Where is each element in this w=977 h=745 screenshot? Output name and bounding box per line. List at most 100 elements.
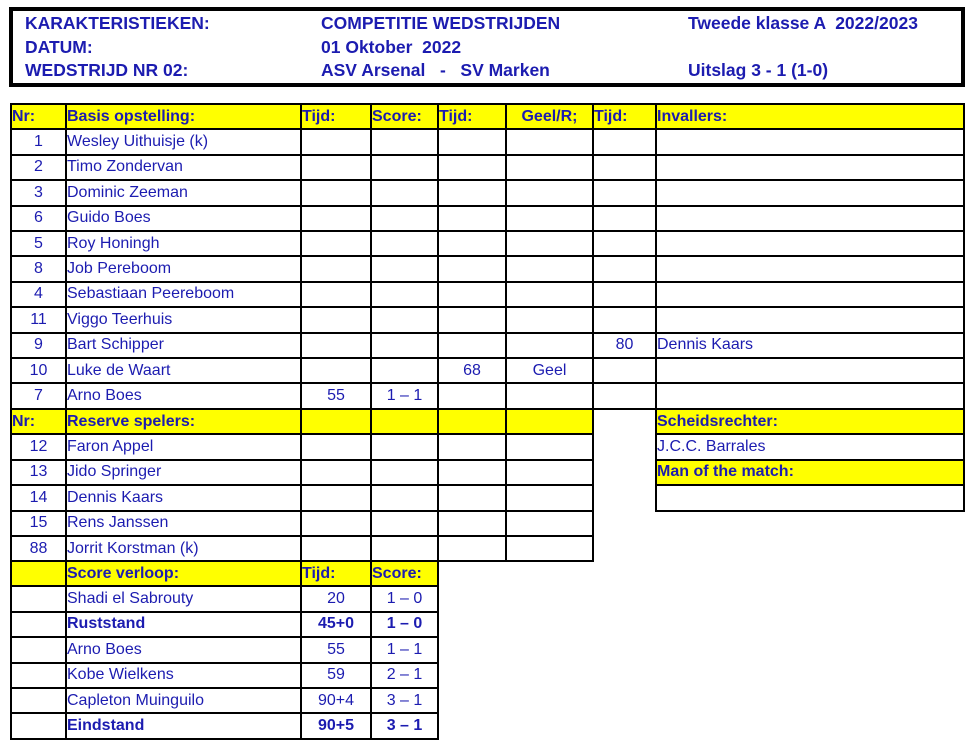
reserve-cell: Nr: bbox=[10, 407, 67, 436]
main-cell: Viggo Teerhuis bbox=[65, 306, 302, 334]
main-cell bbox=[370, 204, 439, 232]
score-cell: 20 bbox=[300, 585, 372, 613]
reserve-players-table: Nr: Reserve spelers: 12 Faron Appel 13 Jido S… bbox=[10, 407, 594, 563]
main-cell: 7 bbox=[10, 382, 67, 410]
main-cell: Dennis Kaars bbox=[655, 331, 965, 359]
main-grid: Nr: Basis opstelling: Tijd: Score: Tijd: Geel… bbox=[10, 102, 965, 410]
score-cell: 3 – 1 bbox=[370, 712, 439, 740]
main-cell: Sebastiaan Peereboom bbox=[65, 280, 302, 309]
main-cell: Tijd: bbox=[592, 102, 657, 131]
officials-header-row: Scheidsrechter: bbox=[655, 407, 965, 436]
main-cell: 2 bbox=[10, 153, 67, 182]
officials-box: Scheidsrechter: J.C.C. Barrales Man of the… bbox=[655, 407, 965, 512]
result-value: Uitslag 3 - 1 (1-0) bbox=[688, 60, 829, 80]
main-cell: Tijd: bbox=[437, 102, 507, 131]
score-row: Eindstand 90+5 3 – 1 bbox=[10, 712, 439, 740]
main-cell bbox=[655, 280, 965, 309]
score-cell: Arno Boes bbox=[65, 636, 302, 664]
score-cell: 45+0 bbox=[300, 610, 372, 639]
main-cell: Score: bbox=[370, 102, 439, 131]
main-cell: 9 bbox=[10, 331, 67, 359]
main-cell: Geel/R; bbox=[505, 102, 594, 131]
main-cell bbox=[505, 306, 594, 334]
score-cell: Kobe Wielkens bbox=[65, 661, 302, 689]
main-cell bbox=[370, 128, 439, 156]
main-cell: 68 bbox=[437, 356, 507, 385]
main-cell: Timo Zondervan bbox=[65, 153, 302, 182]
main-cell bbox=[592, 179, 657, 207]
main-cell bbox=[437, 255, 507, 283]
score-progression-table: Score verloop: Tijd: Score: Shadi el Sabrou… bbox=[10, 559, 439, 740]
score-cell: Capleton Muinguilo bbox=[65, 686, 302, 715]
reserve-cell bbox=[505, 509, 594, 537]
main-cell bbox=[655, 306, 965, 334]
score-cell: 90+4 bbox=[300, 686, 372, 715]
main-cell bbox=[300, 128, 372, 156]
main-cell: Arno Boes bbox=[65, 382, 302, 410]
main-cell bbox=[592, 128, 657, 156]
main-cell: Wesley Uithuisje (k) bbox=[65, 128, 302, 156]
reserve-row: 13 Jido Springer bbox=[10, 458, 594, 487]
score-cell: Ruststand bbox=[65, 610, 302, 639]
score-cell: 1 – 1 bbox=[370, 636, 439, 664]
main-cell: 3 bbox=[10, 179, 67, 207]
main-cell: Dominic Zeeman bbox=[65, 179, 302, 207]
main-row: 2 Timo Zondervan bbox=[10, 153, 965, 182]
date-right-blank bbox=[688, 36, 961, 60]
reserve-cell: Rens Janssen bbox=[65, 509, 302, 537]
reserve-cell: Reserve spelers: bbox=[65, 407, 302, 436]
characteristics-label: KARAKTERISTIEKEN: bbox=[25, 13, 210, 33]
main-cell bbox=[592, 255, 657, 283]
main-cell bbox=[655, 229, 965, 258]
main-cell bbox=[300, 179, 372, 207]
officials-cell: J.C.C. Barrales bbox=[655, 433, 965, 461]
score-cell: Tijd: bbox=[300, 559, 372, 588]
reserve-cell bbox=[505, 433, 594, 461]
score-cell bbox=[10, 585, 67, 613]
score-cell: 59 bbox=[300, 661, 372, 689]
reserve-cell bbox=[370, 433, 439, 461]
reserve-cell bbox=[370, 534, 439, 563]
match-info-box: KARAKTERISTIEKEN: COMPETITIE WEDSTRIJDEN… bbox=[9, 7, 965, 87]
main-cell bbox=[437, 331, 507, 359]
main-cell bbox=[505, 128, 594, 156]
reserve-row: 12 Faron Appel bbox=[10, 433, 594, 461]
main-cell bbox=[655, 356, 965, 385]
reserve-cell bbox=[505, 458, 594, 487]
main-cell: 4 bbox=[10, 280, 67, 309]
teams-value: ASV Arsenal - SV Marken bbox=[321, 60, 550, 80]
main-cell bbox=[370, 255, 439, 283]
main-cell bbox=[655, 382, 965, 410]
reserve-cell: Jorrit Korstman (k) bbox=[65, 534, 302, 563]
score-cell: 55 bbox=[300, 636, 372, 664]
main-cell bbox=[592, 356, 657, 385]
main-cell bbox=[370, 153, 439, 182]
main-cell bbox=[300, 229, 372, 258]
date-label: DATUM: bbox=[25, 36, 93, 57]
score-row: Capleton Muinguilo 90+4 3 – 1 bbox=[10, 686, 439, 715]
reserve-cell bbox=[370, 484, 439, 512]
main-cell: Tijd: bbox=[300, 102, 372, 131]
score-row: Shadi el Sabrouty 20 1 – 0 bbox=[10, 585, 439, 613]
score-row: Arno Boes 55 1 – 1 bbox=[10, 636, 439, 664]
officials-cell: Scheidsrechter: bbox=[655, 407, 965, 436]
main-cell bbox=[505, 153, 594, 182]
main-cell bbox=[592, 382, 657, 410]
score-cell bbox=[10, 686, 67, 715]
main-row: 3 Dominic Zeeman bbox=[10, 179, 965, 207]
reserve-cell: 15 bbox=[10, 509, 67, 537]
score-cell: Shadi el Sabrouty bbox=[65, 585, 302, 613]
officials-cell: Man of the match: bbox=[655, 458, 965, 487]
main-cell: Bart Schipper bbox=[65, 331, 302, 359]
officials-row bbox=[655, 484, 965, 512]
main-cell bbox=[437, 306, 507, 334]
main-cell: 6 bbox=[10, 204, 67, 232]
main-row: 11 Viggo Teerhuis bbox=[10, 306, 965, 334]
main-cell bbox=[655, 204, 965, 232]
main-cell bbox=[300, 153, 372, 182]
main-cell bbox=[370, 229, 439, 258]
main-row: 8 Job Pereboom bbox=[10, 255, 965, 283]
info-row-match: WEDSTRIJD NR 02: ASV Arsenal - SV Marken… bbox=[25, 59, 961, 83]
main-cell bbox=[592, 204, 657, 232]
